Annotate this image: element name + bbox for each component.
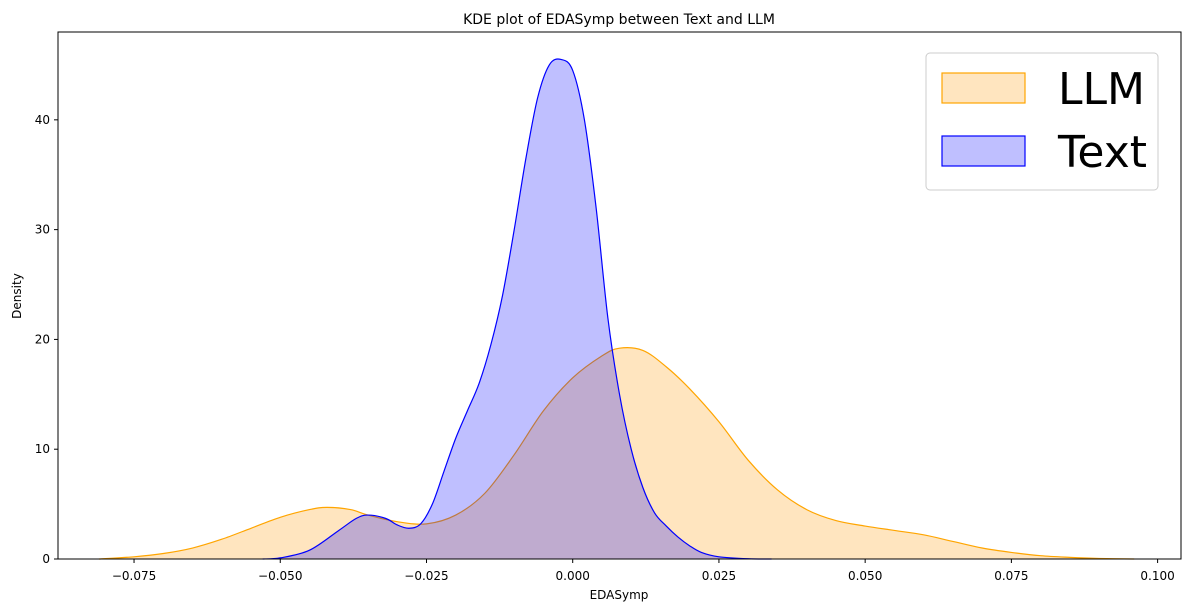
legend-label-text: Text: [1057, 127, 1147, 178]
y-tick-label: 40: [35, 113, 50, 127]
series-layer: [98, 58, 1135, 560]
x-tick-label: −0.075: [112, 569, 156, 583]
legend: LLM Text: [925, 52, 1159, 191]
x-tick-label: 0.075: [994, 569, 1028, 583]
y-tick-label: 20: [35, 332, 50, 346]
series-line-llm: [98, 347, 1135, 560]
y-axis-title: Density: [10, 273, 24, 319]
y-axis: 0 10 20 30 40: [35, 113, 58, 566]
plot-frame: [57, 31, 1182, 560]
x-tick-label: −0.025: [404, 569, 448, 583]
series-line-text: [262, 58, 772, 560]
series-area-llm: [98, 347, 1135, 559]
x-axis-title: EDASymp: [590, 588, 649, 602]
chart-title: KDE plot of EDASymp between Text and LLM: [463, 12, 775, 28]
x-tick-label: −0.050: [258, 569, 302, 583]
legend-label-llm: LLM: [1058, 64, 1145, 115]
y-tick-label: 30: [35, 223, 50, 237]
legend-swatch-llm: [941, 72, 1026, 104]
x-tick-label: 0.025: [702, 569, 736, 583]
x-tick-label: 0.050: [848, 569, 882, 583]
y-tick-label: 0: [42, 552, 50, 566]
y-tick-label: 10: [35, 442, 50, 456]
x-tick-label: 0.000: [556, 569, 590, 583]
series-area-text: [262, 59, 772, 560]
legend-swatch-text: [941, 135, 1026, 167]
x-tick-label: 0.100: [1140, 569, 1174, 583]
x-axis: −0.075 −0.050 −0.025 0.000 0.025 0.050 0.075 0.…: [112, 559, 1175, 583]
